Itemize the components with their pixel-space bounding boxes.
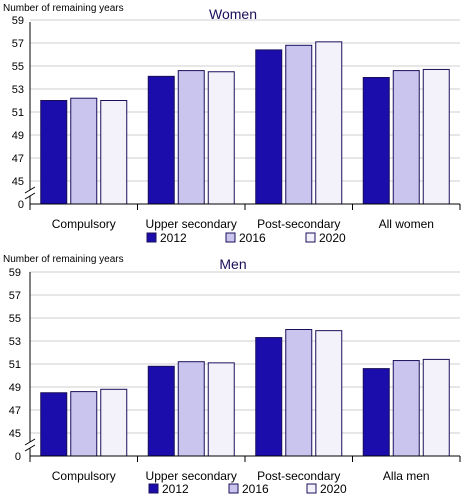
bar-2020 bbox=[207, 362, 235, 457]
bar-2012 bbox=[40, 392, 68, 457]
men-y-tick-label: 55 bbox=[9, 313, 21, 325]
women-y-tick-label: 45 bbox=[12, 176, 24, 188]
men-chart: Number of remaining years Men 0 45 47 49… bbox=[3, 254, 461, 496]
legend-label-2016: 2016 bbox=[242, 482, 269, 496]
axis-break-mark bbox=[24, 192, 36, 200]
women-category-label: Upper secondary bbox=[146, 217, 237, 231]
legend-label-2012: 2012 bbox=[160, 231, 187, 245]
legend-label-2016: 2016 bbox=[239, 231, 266, 245]
women-y-tick-label: 51 bbox=[12, 107, 24, 119]
legend-label-2020: 2020 bbox=[319, 231, 346, 245]
legend-swatch-2012 bbox=[148, 483, 159, 494]
men-legend: 2012 2016 2020 bbox=[148, 482, 347, 496]
men-y-tick-labels: 0 45 47 49 51 53 55 57 59 bbox=[9, 267, 21, 463]
women-y-tick-label: 0 bbox=[18, 199, 24, 211]
bar-2020 bbox=[422, 358, 450, 457]
men-y-tick-label: 53 bbox=[9, 336, 21, 348]
women-axes bbox=[24, 22, 461, 210]
women-y-tick-labels: 0 45 47 49 51 53 55 57 59 bbox=[12, 15, 24, 211]
legend-label-2020: 2020 bbox=[320, 482, 347, 496]
bar-2016 bbox=[177, 361, 205, 457]
women-category-label: Compulsory bbox=[52, 217, 116, 231]
men-category-label: Upper secondary bbox=[146, 469, 237, 483]
women-chart: Number of remaining years Women 0 45 47 … bbox=[3, 3, 461, 245]
legend-label-2012: 2012 bbox=[162, 482, 189, 496]
men-y-tick-label: 0 bbox=[15, 451, 21, 463]
men-category-label: Compulsory bbox=[52, 469, 116, 483]
women-bars bbox=[40, 41, 450, 205]
men-category-labels: Compulsory Upper secondary Post-secondar… bbox=[52, 469, 430, 483]
bar-2020 bbox=[100, 100, 128, 205]
men-category-label: Post-secondary bbox=[257, 469, 340, 483]
bar-2012 bbox=[255, 337, 283, 457]
men-bars bbox=[40, 329, 450, 457]
axis-break-mark bbox=[24, 438, 36, 446]
bar-2020 bbox=[315, 330, 343, 457]
bar-2016 bbox=[392, 70, 420, 205]
bar-2016 bbox=[392, 360, 420, 457]
bar-2020 bbox=[315, 41, 343, 205]
men-y-axis-label: Number of remaining years bbox=[3, 254, 124, 265]
women-category-label: All women bbox=[379, 217, 434, 231]
women-y-tick-label: 55 bbox=[12, 61, 24, 73]
women-category-labels: Compulsory Upper secondary Post-secondar… bbox=[52, 217, 434, 231]
men-axes bbox=[24, 272, 461, 462]
men-y-tick-label: 57 bbox=[9, 290, 21, 302]
bar-2020 bbox=[422, 68, 450, 205]
women-chart-title: Women bbox=[209, 6, 257, 22]
men-category-label: Alla men bbox=[383, 469, 430, 483]
bar-2012 bbox=[362, 77, 390, 205]
legend-swatch-2020 bbox=[306, 483, 317, 494]
legend-swatch-2016 bbox=[228, 483, 239, 494]
men-y-tick-label: 45 bbox=[9, 428, 21, 440]
men-y-tick-label: 59 bbox=[9, 267, 21, 279]
women-y-tick-label: 47 bbox=[12, 153, 24, 165]
bar-2016 bbox=[70, 97, 98, 205]
bar-2012 bbox=[255, 49, 283, 205]
men-y-tick-label: 47 bbox=[9, 405, 21, 417]
legend-swatch-2012 bbox=[146, 232, 157, 243]
bar-2012 bbox=[147, 75, 175, 205]
bar-2012 bbox=[40, 100, 68, 205]
axis-break-mark bbox=[24, 186, 36, 194]
bar-2012 bbox=[147, 365, 175, 457]
men-y-tick-label: 51 bbox=[9, 359, 21, 371]
bar-2020 bbox=[207, 71, 235, 205]
women-legend: 2012 2016 2020 bbox=[146, 231, 346, 245]
women-y-tick-label: 49 bbox=[12, 130, 24, 142]
bar-2016 bbox=[177, 70, 205, 205]
bar-2020 bbox=[100, 388, 128, 457]
women-y-axis-label: Number of remaining years bbox=[3, 3, 124, 14]
women-category-label: Post-secondary bbox=[257, 217, 340, 231]
men-chart-title: Men bbox=[219, 256, 246, 272]
bar-2016 bbox=[70, 391, 98, 457]
women-y-tick-label: 59 bbox=[12, 15, 24, 27]
women-y-tick-label: 57 bbox=[12, 38, 24, 50]
legend-swatch-2016 bbox=[225, 232, 236, 243]
men-y-tick-label: 49 bbox=[9, 382, 21, 394]
axis-break-mark bbox=[24, 444, 36, 452]
bar-2016 bbox=[285, 44, 313, 205]
women-y-tick-label: 53 bbox=[12, 84, 24, 96]
bar-2012 bbox=[362, 368, 390, 457]
bar-2016 bbox=[285, 329, 313, 457]
legend-swatch-2020 bbox=[305, 232, 316, 243]
